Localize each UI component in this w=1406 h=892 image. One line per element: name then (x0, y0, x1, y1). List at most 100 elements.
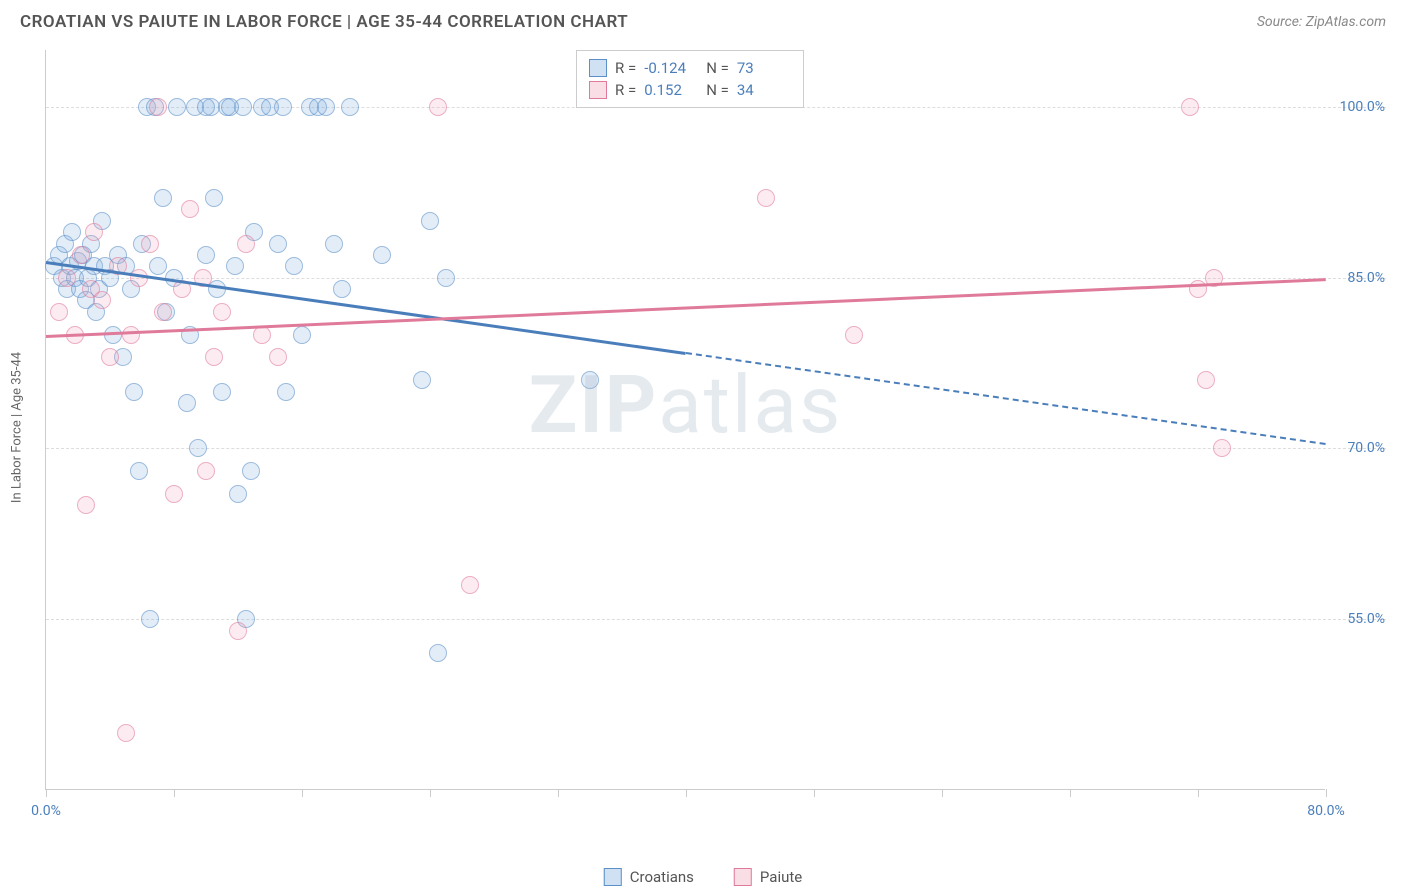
scatter-point (122, 326, 140, 344)
r-value: -0.124 (644, 59, 698, 77)
n-value: 73 (737, 59, 791, 77)
scatter-point (242, 462, 260, 480)
x-tick (1198, 789, 1199, 797)
scatter-point (269, 235, 287, 253)
scatter-point (333, 280, 351, 298)
scatter-point (141, 610, 159, 628)
legend-swatch-blue (604, 868, 622, 886)
scatter-point (845, 326, 863, 344)
scatter-point (229, 485, 247, 503)
y-tick-label: 55.0% (1347, 611, 1385, 627)
scatter-point (1213, 439, 1231, 457)
y-tick-label: 100.0% (1340, 99, 1385, 115)
scatter-point (154, 303, 172, 321)
scatter-point (274, 98, 292, 116)
scatter-point (149, 257, 167, 275)
r-value: 0.152 (644, 81, 698, 99)
legend-swatch-pink (589, 81, 607, 99)
x-tick (686, 789, 687, 797)
scatter-point (50, 303, 68, 321)
scatter-point (197, 98, 215, 116)
scatter-point (421, 212, 439, 230)
chart-container: In Labor Force | Age 35-44 ZIPatlas R = … (45, 50, 1385, 830)
x-tick (430, 789, 431, 797)
x-tick (558, 789, 559, 797)
scatter-point (181, 200, 199, 218)
chart-title: CROATIAN VS PAIUTE IN LABOR FORCE | AGE … (20, 12, 628, 32)
scatter-point (154, 189, 172, 207)
scatter-point (226, 257, 244, 275)
r-label: R = (615, 59, 636, 77)
y-axis-title: In Labor Force | Age 35-44 (10, 352, 25, 503)
trend-line (46, 278, 1326, 338)
scatter-point (413, 371, 431, 389)
x-tick (1070, 789, 1071, 797)
legend-item-croatians: Croatians (604, 868, 694, 886)
scatter-point (581, 371, 599, 389)
n-label: N = (706, 59, 729, 77)
source-attribution: Source: ZipAtlas.com (1257, 14, 1386, 30)
y-tick-label: 70.0% (1347, 440, 1385, 456)
plot-area: ZIPatlas R = -0.124 N = 73 R = 0.152 N =… (45, 50, 1325, 790)
scatter-point (205, 189, 223, 207)
correlation-legend: R = -0.124 N = 73 R = 0.152 N = 34 (576, 50, 804, 108)
x-tick-label: 80.0% (1307, 803, 1345, 819)
scatter-point (189, 439, 207, 457)
legend-label: Paiute (760, 868, 802, 886)
legend-row-paiute: R = 0.152 N = 34 (589, 79, 791, 101)
scatter-point (130, 462, 148, 480)
scatter-point (373, 246, 391, 264)
gridline (46, 448, 1386, 449)
scatter-point (72, 246, 90, 264)
x-tick (302, 789, 303, 797)
scatter-point (93, 291, 111, 309)
scatter-point (229, 622, 247, 640)
scatter-point (213, 383, 231, 401)
scatter-point (77, 496, 95, 514)
scatter-point (85, 223, 103, 241)
scatter-point (429, 644, 447, 662)
scatter-point (149, 98, 167, 116)
scatter-point (197, 462, 215, 480)
scatter-point (461, 576, 479, 594)
legend-label: Croatians (630, 868, 694, 886)
x-tick (942, 789, 943, 797)
scatter-point (205, 348, 223, 366)
scatter-point (165, 485, 183, 503)
scatter-point (285, 257, 303, 275)
scatter-point (178, 394, 196, 412)
scatter-point (277, 383, 295, 401)
scatter-point (213, 303, 231, 321)
x-tick (1326, 789, 1327, 797)
x-tick-label: 0.0% (31, 803, 61, 819)
watermark: ZIPatlas (529, 358, 842, 452)
scatter-point (341, 98, 359, 116)
chart-header: CROATIAN VS PAIUTE IN LABOR FORCE | AGE … (0, 0, 1406, 40)
scatter-point (237, 235, 255, 253)
x-tick (174, 789, 175, 797)
scatter-point (101, 348, 119, 366)
scatter-point (325, 235, 343, 253)
scatter-point (293, 326, 311, 344)
scatter-point (125, 383, 143, 401)
scatter-point (429, 98, 447, 116)
scatter-point (197, 246, 215, 264)
scatter-point (269, 348, 287, 366)
scatter-point (757, 189, 775, 207)
scatter-point (63, 223, 81, 241)
scatter-point (1197, 371, 1215, 389)
scatter-point (317, 98, 335, 116)
series-legend: Croatians Paiute (604, 868, 802, 886)
trend-line (46, 261, 686, 355)
n-value: 34 (737, 81, 791, 99)
legend-swatch-pink (734, 868, 752, 886)
scatter-point (141, 235, 159, 253)
y-tick-label: 85.0% (1347, 270, 1385, 286)
legend-swatch-blue (589, 59, 607, 77)
legend-item-paiute: Paiute (734, 868, 802, 886)
scatter-point (58, 269, 76, 287)
scatter-point (221, 98, 239, 116)
x-tick (814, 789, 815, 797)
scatter-point (1181, 98, 1199, 116)
gridline (46, 278, 1386, 279)
